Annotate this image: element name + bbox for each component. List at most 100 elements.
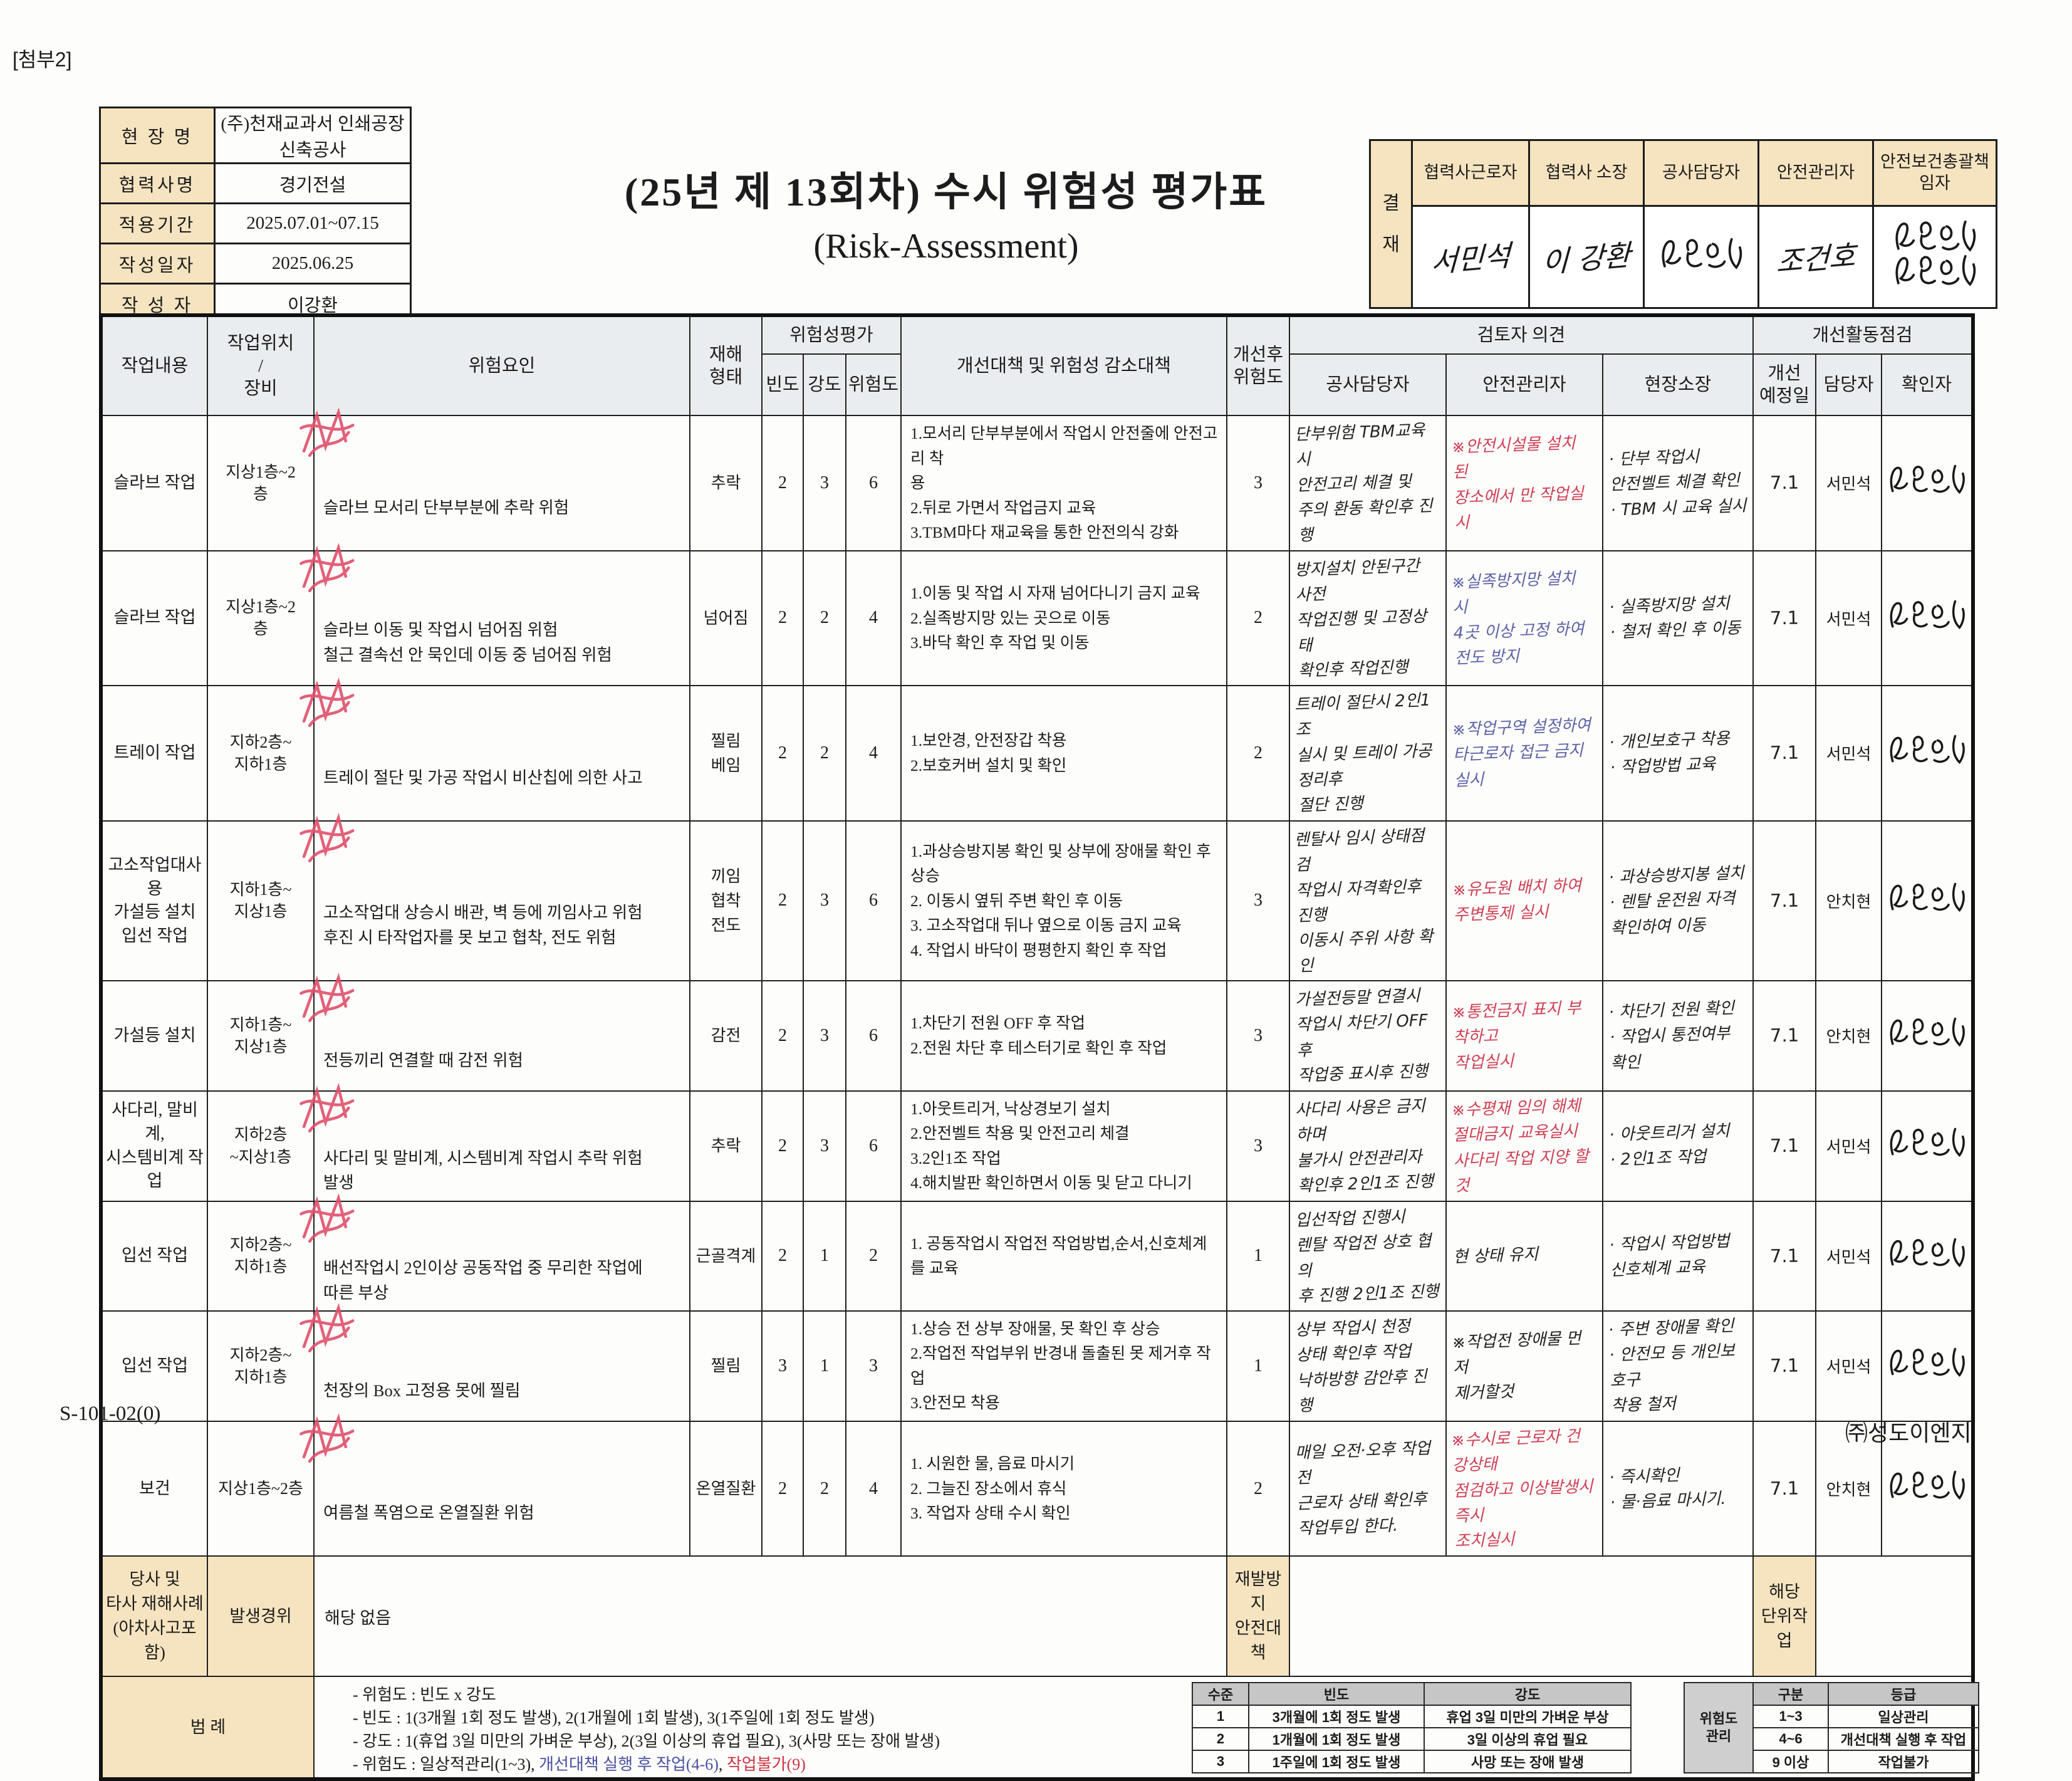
approval-signature bbox=[1872, 205, 1997, 309]
op-manager-cell: 입선작업 진행시 렌탈 작업전 상호 협의 후 진행 2인1조 진행 bbox=[1289, 1200, 1447, 1312]
approval-col-header: 공사담당자 bbox=[1643, 139, 1759, 207]
op-site-handwriting: · 작업시 작업방법 신호체계 교육 bbox=[1608, 1231, 1730, 1280]
task-cell: 가설등 설치 bbox=[100, 980, 208, 1092]
op-manager-cell: 방지설치 안된구간 사전 작업진행 및 고정상태 확인후 작업진행 bbox=[1289, 550, 1447, 687]
measures-cell: 1.차단기 전원 OFF 후 작업 2.전원 차단 후 테스터기로 확인 후 작… bbox=[900, 980, 1227, 1092]
after-risk-cell: 2 bbox=[1226, 685, 1290, 822]
info-value: (주)천재교과서 인쇄공장 신축공사 bbox=[214, 107, 412, 164]
op-safety-cell: ※작업구역 설정하여 타근로자 접근 금지실시 bbox=[1445, 685, 1603, 822]
risk-cell: 6 bbox=[845, 820, 902, 982]
mini-cell: 9 이상 bbox=[1752, 1750, 1829, 1774]
mini-cell: 3일 이상의 휴업 필요 bbox=[1424, 1727, 1632, 1752]
risk-management-table: 위험도 관리 구분 등급 1~3 일상관리 4~6 개선대책 실행 후 작업 9… bbox=[1684, 1682, 1979, 1774]
col-header-accident-type: 재해 형태 bbox=[689, 315, 763, 416]
plan-date-handwriting: 7.1 bbox=[1769, 741, 1799, 764]
person-cell: 서민석 bbox=[1815, 1090, 1882, 1202]
plan-date-handwriting: 7.1 bbox=[1769, 1245, 1799, 1267]
measures-cell: 1.보안경, 안전장갑 착용 2.보호커버 설치 및 확인 bbox=[900, 685, 1227, 822]
form-code: S-101-02(0) bbox=[60, 1402, 161, 1425]
plan-date-handwriting: 7.1 bbox=[1769, 1477, 1799, 1500]
frequency-severity-table: 수준 빈도 강도 1 3개월에 1회 정도 발생 휴업 3일 미만의 가벼운 부… bbox=[1192, 1682, 1632, 1774]
op-site-handwriting: · 차단기 전원 확인 · 작업시 통전여부 확인 bbox=[1608, 999, 1735, 1073]
mini-header: 수준 bbox=[1192, 1682, 1249, 1706]
table-row: 고소작업대사용 가설등 설치 입선 작업 지하1층~ 지상1층 고소작업대 상승… bbox=[100, 820, 1974, 982]
op-site-cell: · 작업시 작업방법 신호체계 교육 bbox=[1602, 1200, 1754, 1312]
plan-date-handwriting: 7.1 bbox=[1769, 1134, 1799, 1157]
approval-signature: 서민석 bbox=[1411, 205, 1530, 309]
mini-cell: 1주일에 1회 정도 발생 bbox=[1248, 1750, 1425, 1774]
measures-cell: 1.과상승방지봉 확인 및 상부에 장애물 확인 후 상승 2. 이동시 옆뒤 … bbox=[900, 820, 1227, 982]
mini-header: 등급 bbox=[1828, 1682, 1979, 1706]
col-header-hazard: 위험요인 bbox=[313, 315, 690, 416]
signature-scribble-icon bbox=[1654, 231, 1748, 281]
measures-cell: 1.모서리 단부부분에서 작업시 안전줄에 안전고리 착 용 2.뒤로 가면서 … bbox=[900, 415, 1227, 551]
legend-segment: - 위험도 : 일상적관리(1~3), bbox=[353, 1755, 539, 1774]
op-safety-handwriting: ※유도원 배치 하여 주변통제 실시 bbox=[1452, 876, 1582, 926]
accident-case-label: 당사 및 타사 재해사례 (아차사고포함) bbox=[100, 1555, 208, 1678]
approval-col-header: 협력사근로자 bbox=[1411, 139, 1530, 207]
hazard-cell: 배선작업시 2인이상 공동작업 중 무리한 작업에 따른 부상 bbox=[314, 1201, 690, 1312]
op-safety-cell: ※수시로 근로자 건강상태 점검하고 이상발생시 즉시 조치실시 bbox=[1445, 1420, 1603, 1557]
title-korean: (25년 제 13회차) 수시 위험성 평가표 bbox=[624, 170, 1268, 214]
hazard-text: 배선작업시 2인이상 공동작업 중 무리한 작업에 따른 부상 bbox=[323, 1258, 643, 1302]
table-row: 보건 지상1층~2층 여름철 폭염으로 온열질환 위험 온열질환 2 2 4 1… bbox=[100, 1420, 1974, 1557]
plan-date-cell: 7.1 bbox=[1752, 1310, 1816, 1422]
op-manager-cell: 렌탈사 임시 상태점검 작업시 자격확인후 진행 이동시 주위 사항 확인 bbox=[1289, 820, 1447, 982]
frequency-cell: 2 bbox=[761, 415, 804, 551]
op-manager-cell: 매일 오전·오후 작업전 근로자 상태 확인후 작업투입 한다. bbox=[1289, 1420, 1447, 1557]
accident-case-value: 해당 없음 bbox=[313, 1555, 1227, 1678]
op-site-cell: · 실족방지망 설치 · 철저 확인 후 이동 bbox=[1602, 550, 1754, 687]
accident-type-cell: 추락 bbox=[689, 1090, 763, 1202]
plan-date-cell: 7.1 bbox=[1752, 1200, 1816, 1312]
location-cell: 지하1층~ 지상1층 bbox=[207, 820, 315, 982]
op-manager-handwriting: 상부 작업시 천정 상태 확인후 작업 낙하방향 감안후 진행 bbox=[1294, 1317, 1428, 1416]
plan-date-cell: 7.1 bbox=[1752, 1420, 1816, 1557]
mini-cell: 작업불가 bbox=[1828, 1750, 1979, 1774]
measures-cell: 1.상승 전 상부 장애물, 못 확인 후 상승 2.작업전 작업부위 반경내 … bbox=[900, 1310, 1227, 1422]
severity-cell: 3 bbox=[803, 980, 846, 1092]
hazard-cell: 사다리 및 말비계, 시스템비계 작업시 추락 위험 발생 bbox=[314, 1091, 690, 1202]
task-cell: 보건 bbox=[100, 1420, 208, 1557]
signature-scribble-icon bbox=[1883, 1231, 1970, 1278]
op-site-cell: · 차단기 전원 확인 · 작업시 통전여부 확인 bbox=[1602, 980, 1754, 1092]
hazard-cell: 고소작업대 상승시 배관, 벽 등에 끼임사고 위험 후진 시 타작업자를 못 … bbox=[314, 821, 690, 982]
op-manager-handwriting: 사다리 사용은 금지하며 불가시 안전관리자 확인후 2인1조 진행 bbox=[1294, 1096, 1434, 1196]
hazard-text: 고소작업대 상승시 배관, 벽 등에 끼임사고 위험 후진 시 타작업자를 못 … bbox=[323, 903, 643, 948]
op-manager-cell: 사다리 사용은 금지하며 불가시 안전관리자 확인후 2인1조 진행 bbox=[1289, 1090, 1447, 1202]
accident-type-cell: 넘어짐 bbox=[689, 550, 763, 687]
risk-cell: 2 bbox=[845, 1200, 902, 1312]
plan-date-handwriting: 7.1 bbox=[1769, 471, 1799, 494]
after-risk-cell: 3 bbox=[1226, 980, 1290, 1092]
col-header-confirmer: 확인자 bbox=[1880, 353, 1974, 416]
mini-cell: 2 bbox=[1192, 1727, 1249, 1752]
op-site-handwriting: · 주변 장애물 확인 · 안전모 등 개인보호구 착용 철저 bbox=[1608, 1317, 1736, 1416]
severity-cell: 2 bbox=[803, 685, 846, 822]
approval-signature: 조건호 bbox=[1757, 205, 1874, 309]
accident-type-cell: 추락 bbox=[689, 415, 763, 551]
op-safety-cell: ※안전시설물 설치 된 장소에서 만 작업실시 bbox=[1445, 415, 1603, 551]
risk-cell: 3 bbox=[845, 1310, 902, 1422]
legend-segment: 작업불가(9) bbox=[726, 1755, 806, 1774]
accident-case-blank bbox=[1289, 1555, 1754, 1678]
table-row: 입선 작업 지하2층~ 지하1층 천장의 Box 고정용 못에 찔림 찔림 3 … bbox=[100, 1310, 1974, 1422]
frequency-cell: 2 bbox=[761, 980, 804, 1092]
hazard-text: 전등끼리 연결할 때 감전 위험 bbox=[323, 1050, 524, 1070]
plan-date-cell: 7.1 bbox=[1752, 550, 1816, 687]
risk-assessment-table-wrap: 작업내용 작업위치 / 장비 위험요인 재해 형태 위험성평가 개선대책 및 위… bbox=[99, 313, 1979, 1781]
op-site-handwriting: · 개인보호구 착용 · 작업방법 교육 bbox=[1608, 729, 1730, 778]
hazard-text: 슬라브 이동 및 작업시 넘어짐 위험 철근 결속선 안 묵인데 이동 중 넘어… bbox=[323, 620, 612, 665]
op-site-handwriting: · 단부 작업시 안전벨트 체결 확인 · TBM 시 교육 실시 bbox=[1608, 447, 1747, 520]
plan-date-handwriting: 7.1 bbox=[1769, 1025, 1799, 1047]
hazard-cell: 여름철 폭염으로 온열질환 위험 bbox=[314, 1421, 690, 1557]
group-header-improve-check: 개선활동점검 bbox=[1752, 315, 1974, 355]
hazard-text: 트레이 절단 및 가공 작업시 비산칩에 의한 사고 bbox=[323, 768, 643, 787]
op-safety-handwriting: ※수평재 임의 해체 절대금지 교육실시 사다리 작업 지양 할것 bbox=[1451, 1096, 1590, 1196]
op-site-cell: · 아웃트리거 설치 · 2인1조 작업 bbox=[1602, 1090, 1754, 1202]
measures-cell: 1. 공동작업시 작업전 작업방법,순서,신호체계를 교육 bbox=[900, 1200, 1227, 1312]
signature-scribble-icon bbox=[1883, 1121, 1970, 1167]
after-risk-cell: 3 bbox=[1226, 415, 1290, 551]
frequency-cell: 2 bbox=[761, 1090, 804, 1202]
col-header-person: 담당자 bbox=[1815, 353, 1882, 416]
legend-row: 범 례 - 위험도 : 빈도 x 강도 - 빈도 : 1(3개월 1회 정도 발… bbox=[100, 1676, 1979, 1780]
op-safety-handwriting: ※수시로 근로자 건강상태 점검하고 이상발생시 즉시 조치실시 bbox=[1450, 1426, 1593, 1551]
